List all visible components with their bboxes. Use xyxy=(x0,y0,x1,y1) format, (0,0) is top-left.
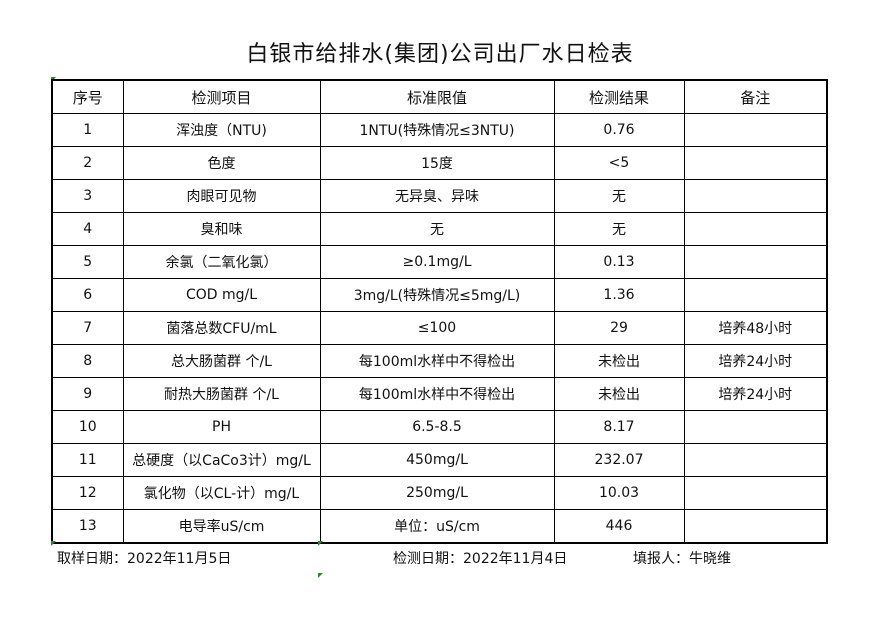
table-cell[interactable]: 色度 xyxy=(122,146,321,180)
table-cell[interactable]: 培养24小时 xyxy=(683,377,828,411)
table-cell[interactable]: 11 xyxy=(51,443,124,477)
table-cell[interactable]: 9 xyxy=(51,377,124,411)
table-cell[interactable]: 2 xyxy=(51,146,124,180)
table-cell[interactable]: 浑浊度（NTU) xyxy=(122,113,321,147)
table-cell[interactable]: 每100ml水样中不得检出 xyxy=(319,377,555,411)
table-cell[interactable]: 232.07 xyxy=(553,443,685,477)
table-row: 11 总硬度（以CaCo3计）mg/L 450mg/L 232.07 xyxy=(51,443,828,477)
inspection-table: 序号 检测项目 标准限值 检测结果 备注 1 浑浊度（NTU) 1NTU(特殊情况≤… xyxy=(51,79,828,544)
cell-marker xyxy=(318,573,323,578)
table-row: 13 电导率uS/cm 单位：uS/cm 446 xyxy=(51,509,828,544)
table-cell[interactable]: 450mg/L xyxy=(319,443,555,477)
table-row: 12 氯化物（以CL-计）mg/L 250mg/L 10.03 xyxy=(51,476,828,510)
cell-marker xyxy=(51,541,56,546)
table-cell[interactable]: 4 xyxy=(51,212,124,246)
table-cell[interactable]: COD mg/L xyxy=(122,278,321,312)
table-cell[interactable]: 250mg/L xyxy=(319,476,555,510)
table-cell[interactable]: 29 xyxy=(553,311,685,345)
table-cell[interactable]: 8.17 xyxy=(553,410,685,444)
table-cell[interactable]: 未检出 xyxy=(553,377,685,411)
table-cell[interactable] xyxy=(683,278,828,312)
table-row: 2 色度 15度 <5 xyxy=(51,146,828,180)
table-cell[interactable]: <5 xyxy=(553,146,685,180)
table-cell[interactable]: 培养24小时 xyxy=(683,344,828,378)
header-cell[interactable]: 标准限值 xyxy=(319,79,555,114)
sample-date: 取样日期：2022年11月5日 xyxy=(57,551,232,567)
table-cell[interactable]: 单位：uS/cm xyxy=(319,509,555,544)
table-cell[interactable]: 肉眼可见物 xyxy=(122,179,321,213)
table-row: 6 COD mg/L 3mg/L(特殊情况≤5mg/L) 1.36 xyxy=(51,278,828,312)
table-cell[interactable] xyxy=(683,212,828,246)
table-cell[interactable]: 8 xyxy=(51,344,124,378)
table-cell[interactable] xyxy=(683,113,828,147)
table-cell[interactable]: 耐热大肠菌群 个/L xyxy=(122,377,321,411)
table-row: 1 浑浊度（NTU) 1NTU(特殊情况≤3NTU) 0.76 xyxy=(51,113,828,147)
table-cell[interactable]: 1 xyxy=(51,113,124,147)
table-cell[interactable]: 无 xyxy=(319,212,555,246)
table-row: 3 肉眼可见物 无异臭、异味无 xyxy=(51,179,828,213)
header-cell[interactable]: 备注 xyxy=(683,79,828,114)
header-cell[interactable]: 检测项目 xyxy=(122,79,321,114)
table-cell[interactable]: PH xyxy=(122,410,321,444)
table-cell[interactable]: 446 xyxy=(553,509,685,544)
table-cell[interactable]: 每100ml水样中不得检出 xyxy=(319,344,555,378)
table-cell[interactable]: 臭和味 xyxy=(122,212,321,246)
table-row: 5 余氯（二氧化氯） ≥0.1mg/L 0.13 xyxy=(51,245,828,279)
table-cell[interactable]: 总硬度（以CaCo3计）mg/L xyxy=(122,443,321,477)
table-cell[interactable]: 7 xyxy=(51,311,124,345)
header-row: 序号 检测项目 标准限值 检测结果 备注 xyxy=(51,79,828,114)
table-cell[interactable]: 0.76 xyxy=(553,113,685,147)
table-cell[interactable] xyxy=(683,476,828,510)
table-cell[interactable]: 菌落总数CFU/mL xyxy=(122,311,321,345)
table-cell[interactable]: 余氯（二氧化氯） xyxy=(122,245,321,279)
header-cell[interactable]: 检测结果 xyxy=(553,79,685,114)
table-cell[interactable]: 氯化物（以CL-计）mg/L xyxy=(122,476,321,510)
cell-marker xyxy=(318,541,323,546)
table-cell[interactable]: 1.36 xyxy=(553,278,685,312)
table-cell[interactable] xyxy=(683,509,828,544)
table-cell[interactable]: 3mg/L(特殊情况≤5mg/L) xyxy=(319,278,555,312)
table-cell[interactable]: ≥0.1mg/L xyxy=(319,245,555,279)
table-cell[interactable] xyxy=(683,245,828,279)
table-cell[interactable] xyxy=(683,410,828,444)
table-cell[interactable]: ≤100 xyxy=(319,311,555,345)
table-cell[interactable]: 12 xyxy=(51,476,124,510)
table-cell[interactable]: 总大肠菌群 个/L xyxy=(122,344,321,378)
page-title: 白银市给排水(集团)公司出厂水日检表 xyxy=(246,42,634,67)
table-cell[interactable]: 10 xyxy=(51,410,124,444)
table-row: 9 耐热大肠菌群 个/L 每100ml水样中不得检出 未检出 培养24小时 xyxy=(51,377,828,411)
table-cell[interactable]: 无异臭、异味 xyxy=(319,179,555,213)
reporter: 填报人：牛晓维 xyxy=(633,551,731,567)
table-cell[interactable]: 无 xyxy=(553,212,685,246)
test-date: 检测日期：2022年11月4日 xyxy=(393,551,568,567)
table-row: 8 总大肠菌群 个/L 每100ml水样中不得检出 未检出 培养24小时 xyxy=(51,344,828,378)
header-cell[interactable]: 序号 xyxy=(51,79,124,114)
table-cell[interactable]: 13 xyxy=(51,509,124,544)
table-cell[interactable] xyxy=(683,146,828,180)
table-cell[interactable]: 15度 xyxy=(319,146,555,180)
table-row: 7 菌落总数CFU/mL ≤100 29 培养48小时 xyxy=(51,311,828,345)
table-cell[interactable]: 培养48小时 xyxy=(683,311,828,345)
table-row: 4 臭和味无无 xyxy=(51,212,828,246)
table-cell[interactable]: 0.13 xyxy=(553,245,685,279)
table-cell[interactable]: 5 xyxy=(51,245,124,279)
table-cell[interactable] xyxy=(683,443,828,477)
table-cell[interactable]: 6.5-8.5 xyxy=(319,410,555,444)
table-cell[interactable]: 1NTU(特殊情况≤3NTU) xyxy=(319,113,555,147)
table-cell[interactable] xyxy=(683,179,828,213)
table-cell[interactable]: 电导率uS/cm xyxy=(122,509,321,544)
table-cell[interactable]: 10.03 xyxy=(553,476,685,510)
table-row: 10 PH 6.5-8.5 8.17 xyxy=(51,410,828,444)
table-cell[interactable]: 6 xyxy=(51,278,124,312)
table-cell[interactable]: 3 xyxy=(51,179,124,213)
table-cell[interactable]: 未检出 xyxy=(553,344,685,378)
table-cell[interactable]: 无 xyxy=(553,179,685,213)
